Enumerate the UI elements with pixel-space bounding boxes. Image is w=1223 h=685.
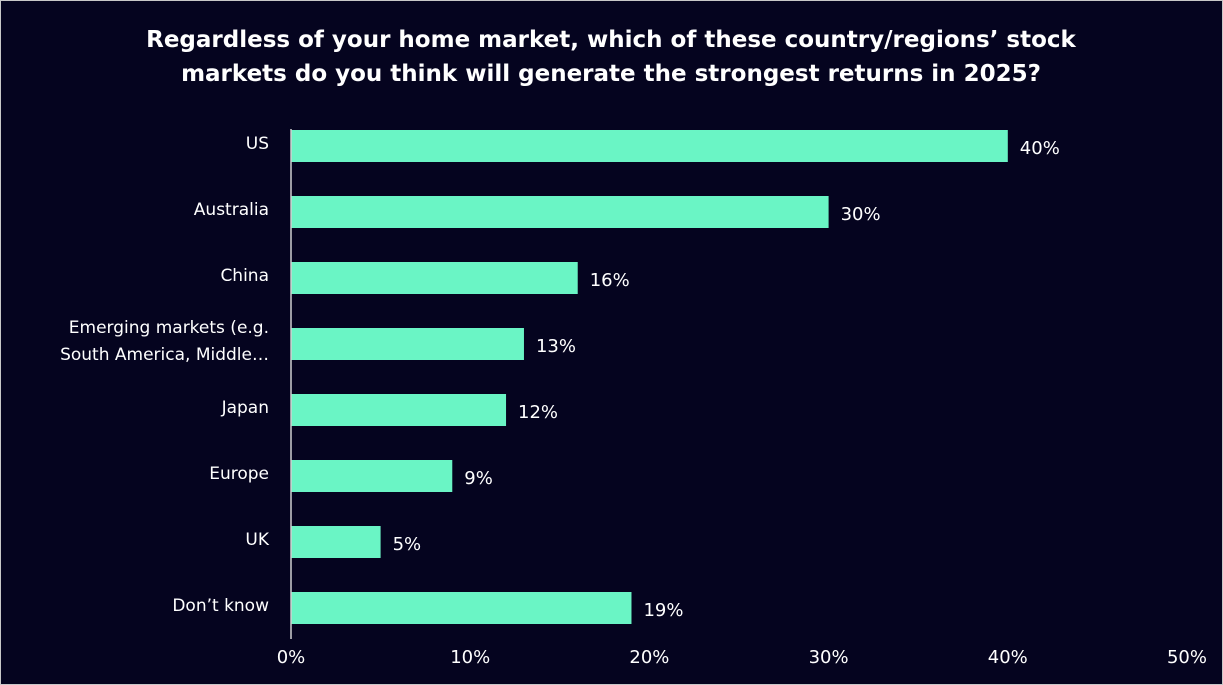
chart-title: Regardless of your home market, which of… xyxy=(146,27,1076,87)
value-label: 9% xyxy=(464,468,493,489)
x-tick-label: 20% xyxy=(629,647,669,668)
value-label: 12% xyxy=(518,402,558,423)
y-tick-label: Australia xyxy=(193,199,269,220)
y-tick-label: Japan xyxy=(221,397,269,418)
x-tick-label: 10% xyxy=(450,647,490,668)
bar xyxy=(291,328,524,360)
y-tick-label: Emerging markets (e.g. South America, Mi… xyxy=(60,318,269,365)
x-tick-label: 0% xyxy=(277,647,306,668)
x-tick-label: 50% xyxy=(1167,647,1207,668)
bar xyxy=(291,460,453,492)
value-label: 30% xyxy=(841,204,881,225)
bar xyxy=(291,262,578,294)
bar xyxy=(291,394,507,426)
y-tick-label: China xyxy=(220,265,269,286)
bar xyxy=(291,526,381,558)
x-tick-label: 40% xyxy=(988,647,1028,668)
y-tick-label: UK xyxy=(245,529,269,550)
x-tick-label: 30% xyxy=(809,647,849,668)
value-label: 16% xyxy=(590,270,630,291)
y-tick-label: Europe xyxy=(209,463,269,484)
y-tick-label: Don’t know xyxy=(172,595,269,616)
bar xyxy=(291,592,632,624)
value-label: 13% xyxy=(536,336,576,357)
y-tick-label: US xyxy=(245,133,269,154)
bar xyxy=(291,196,829,228)
value-label: 40% xyxy=(1020,138,1060,159)
value-label: 19% xyxy=(643,600,683,621)
value-label: 5% xyxy=(393,534,422,555)
bar xyxy=(291,130,1008,162)
